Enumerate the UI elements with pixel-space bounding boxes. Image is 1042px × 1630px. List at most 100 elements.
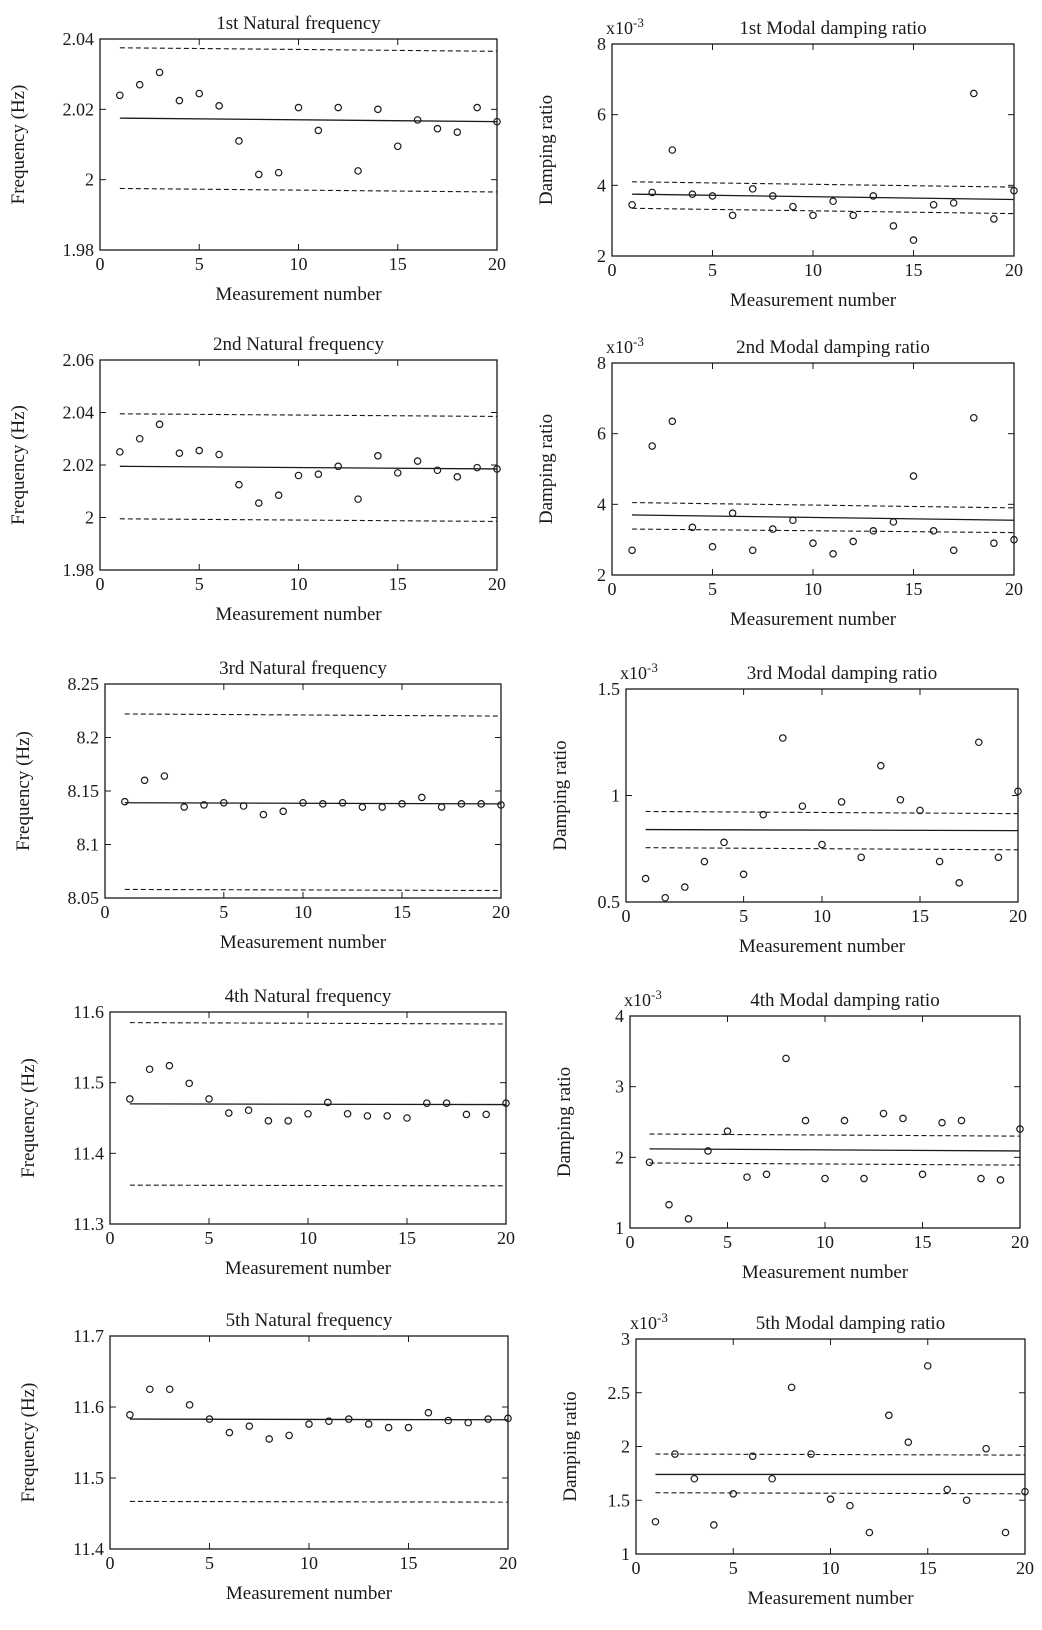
data-point xyxy=(294,471,303,480)
data-point xyxy=(364,1420,373,1428)
x-tick-label: 0 xyxy=(626,1232,635,1252)
data-point xyxy=(155,68,164,77)
axis-scale-label: x10-3 xyxy=(624,987,662,1010)
data-point xyxy=(938,1118,946,1127)
data-point xyxy=(374,452,382,460)
confidence-bound-line xyxy=(632,207,1015,215)
data-point xyxy=(265,1435,274,1443)
data-point xyxy=(935,857,944,866)
data-point xyxy=(929,200,938,209)
data-point xyxy=(393,142,402,151)
y-tick-label: 2.04 xyxy=(63,403,95,423)
y-tick-label: 8.1 xyxy=(77,835,100,855)
y-axis-label: Damping ratio xyxy=(560,1391,581,1501)
data-point xyxy=(279,807,288,816)
data-point xyxy=(846,1501,854,1510)
data-point xyxy=(645,1158,654,1167)
x-tick-label: 20 xyxy=(497,1228,515,1248)
data-point xyxy=(284,1117,293,1125)
chart-panel-2: 1st Modal damping ratio x10-3 Measurement … xyxy=(536,15,1023,311)
chart-title: 1st Natural frequency xyxy=(216,13,381,34)
data-point xyxy=(314,126,323,135)
confidence-bound-line xyxy=(119,187,498,193)
x-tick-label: 10 xyxy=(300,1553,318,1573)
data-point xyxy=(343,1109,352,1118)
confidence-bound-line xyxy=(124,888,502,892)
data-point xyxy=(457,800,466,808)
data-point xyxy=(857,853,866,862)
y-tick-label: 4 xyxy=(615,1006,624,1026)
chart-title: 3rd Modal damping ratio xyxy=(747,663,938,684)
y-axis-label: Frequency (Hz) xyxy=(18,1058,39,1178)
data-point xyxy=(708,192,717,200)
data-point xyxy=(462,1110,471,1119)
data-point xyxy=(688,190,697,198)
confidence-bound-line xyxy=(129,1500,509,1503)
data-point xyxy=(245,1422,254,1430)
data-point xyxy=(955,879,964,887)
x-tick-label: 15 xyxy=(905,260,923,280)
x-tick-label: 20 xyxy=(1005,579,1023,599)
data-point xyxy=(116,91,124,100)
data-point xyxy=(909,472,918,480)
data-point xyxy=(200,801,208,809)
y-tick-label: 8 xyxy=(597,34,606,54)
axis-scale-label: x10-3 xyxy=(606,15,644,38)
data-point xyxy=(916,806,924,815)
data-point xyxy=(145,1065,154,1074)
confidence-bound-line xyxy=(119,413,498,417)
data-point xyxy=(146,1385,154,1394)
data-point xyxy=(160,772,169,780)
chart-panel-5: 3rd Natural frequency Measurement number F… xyxy=(13,658,510,953)
data-point xyxy=(453,128,462,136)
x-tick-label: 20 xyxy=(488,574,506,594)
data-point xyxy=(723,1127,732,1135)
data-point xyxy=(135,80,144,89)
y-tick-label: 2 xyxy=(597,246,606,266)
y-tick-label: 2 xyxy=(615,1147,624,1167)
x-tick-label: 15 xyxy=(914,1232,932,1252)
y-axis-label: Damping ratio xyxy=(550,740,571,850)
x-axis-label: Measurement number xyxy=(215,604,382,625)
data-point xyxy=(840,1116,849,1125)
data-point xyxy=(215,450,223,459)
y-tick-label: 1.5 xyxy=(598,679,621,699)
data-point xyxy=(651,1517,660,1526)
data-point xyxy=(748,1452,757,1460)
data-point xyxy=(433,124,442,133)
chart-title: 4th Modal damping ratio xyxy=(750,990,939,1011)
data-point xyxy=(860,1174,868,1183)
data-point xyxy=(789,202,797,211)
data-point xyxy=(323,1098,332,1107)
data-point xyxy=(374,105,382,114)
confidence-bound-line xyxy=(645,810,1019,815)
y-tick-label: 8.05 xyxy=(68,888,100,908)
y-tick-label: 1.98 xyxy=(63,560,95,580)
x-tick-label: 10 xyxy=(294,902,312,922)
data-point xyxy=(422,1099,431,1107)
chart-panel-7: 4th Natural frequency Measurement number F… xyxy=(18,986,515,1279)
data-point xyxy=(225,1109,233,1117)
x-tick-label: 15 xyxy=(400,1553,418,1573)
data-point xyxy=(165,1385,174,1394)
x-tick-label: 20 xyxy=(492,902,510,922)
confidence-bound-line xyxy=(655,1492,1026,1495)
axis-scale-label: x10-3 xyxy=(606,334,644,357)
data-point xyxy=(829,549,837,558)
data-point xyxy=(140,776,149,785)
axes-frame xyxy=(109,1335,509,1550)
axes-frame xyxy=(635,1338,1026,1555)
data-point xyxy=(904,1438,913,1447)
data-point xyxy=(990,539,998,548)
x-tick-label: 5 xyxy=(205,1228,214,1248)
data-point xyxy=(304,1109,312,1118)
data-point xyxy=(680,883,689,891)
data-point xyxy=(849,537,858,546)
axes-frame xyxy=(611,362,1015,576)
chart-panel-4: 2nd Modal damping ratio x10-3 Measurement … xyxy=(536,334,1023,630)
y-axis-label: Frequency (Hz) xyxy=(8,405,29,525)
data-point xyxy=(826,1495,835,1503)
data-point xyxy=(473,463,481,472)
data-point xyxy=(205,1415,214,1423)
